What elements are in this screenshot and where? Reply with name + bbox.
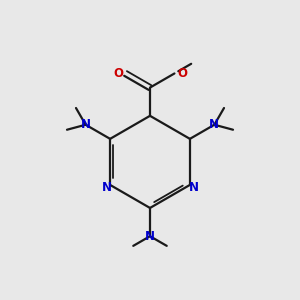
Text: O: O: [113, 67, 123, 80]
Text: O: O: [177, 67, 187, 80]
Text: N: N: [101, 181, 112, 194]
Text: N: N: [81, 118, 91, 131]
Text: N: N: [209, 118, 219, 131]
Text: N: N: [188, 181, 199, 194]
Text: N: N: [145, 230, 155, 243]
